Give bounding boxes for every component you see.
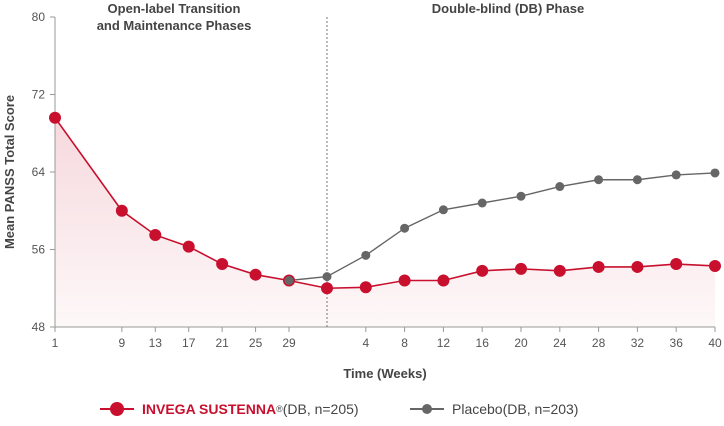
invega-data-point (149, 228, 162, 241)
placebo-data-point (361, 250, 371, 260)
open-label-phase-title: Open-label Transition (108, 1, 241, 16)
x-tick-label: 12 (437, 336, 451, 350)
placebo-data-point (284, 276, 294, 285)
x-tick-label: 25 (249, 336, 263, 350)
x-tick-label: 32 (631, 336, 645, 350)
x-tick-label: 40 (708, 336, 722, 350)
placebo-data-point (555, 182, 565, 192)
legend-invega-registered-mark: ® (276, 404, 283, 414)
invega-data-point (182, 240, 195, 253)
legend-placebo-suffix: (DB, n=203) (502, 401, 579, 417)
y-tick-label: 56 (32, 243, 46, 257)
x-tick-label: 9 (119, 336, 126, 350)
invega-data-point (398, 274, 411, 287)
x-tick-label: 29 (282, 336, 296, 350)
invega-data-point (515, 262, 527, 275)
legend-invega-marker (110, 402, 124, 416)
legend-placebo: Placebo (DB, n=203) (410, 401, 578, 417)
x-tick-label: 13 (149, 336, 163, 350)
invega-data-point (216, 258, 229, 271)
placebo-data-point (438, 205, 448, 215)
y-tick-label: 72 (32, 88, 46, 102)
x-tick-label: 4 (362, 336, 369, 350)
placebo-data-point (516, 191, 526, 201)
x-tick-label: 21 (215, 336, 229, 350)
invega-data-point (437, 274, 450, 287)
placebo-data-point (671, 170, 681, 180)
legend-invega-swatch (100, 402, 134, 416)
legend-placebo-name: Placebo (452, 401, 503, 417)
x-tick-label: 24 (553, 336, 567, 350)
y-tick-label: 48 (32, 320, 46, 334)
legend-invega-suffix: (DB, n=205) (282, 401, 359, 417)
invega-data-point (592, 260, 605, 273)
placebo-data-point (477, 198, 487, 208)
legend-invega-name: INVEGA SUSTENNA (142, 401, 277, 417)
placebo-data-point (710, 168, 720, 178)
x-tick-label: 36 (670, 336, 684, 350)
x-tick-label: 1 (52, 336, 59, 350)
placebo-data-point (400, 223, 410, 233)
placebo-data-point (594, 175, 604, 185)
y-tick-label: 80 (32, 10, 46, 24)
legend-placebo-swatch (410, 404, 444, 414)
legend-invega: INVEGA SUSTENNA ® (DB, n=205) (100, 401, 359, 417)
x-tick-label: 20 (514, 336, 528, 350)
invega-data-point (631, 260, 644, 273)
open-label-phase-title: and Maintenance Phases (97, 18, 252, 33)
y-tick-label: 64 (32, 165, 46, 179)
invega-data-point (359, 281, 372, 294)
placebo-data-point (632, 175, 642, 185)
invega-data-point (115, 204, 128, 217)
placebo-data-point (322, 272, 332, 282)
invega-data-point (553, 264, 566, 277)
x-tick-label: 28 (592, 336, 606, 350)
x-axis-title: Time (Weeks) (343, 366, 426, 381)
invega-area-fill (55, 117, 715, 327)
double-blind-phase-title: Double-blind (DB) Phase (432, 1, 584, 16)
invega-data-point (476, 264, 489, 277)
y-axis-title: Mean PANSS Total Score (2, 95, 17, 249)
placebo-series-line (288, 172, 716, 282)
invega-data-point (249, 268, 262, 281)
x-tick-label: 8 (401, 336, 408, 350)
x-tick-label: 17 (182, 336, 196, 350)
invega-data-point (670, 258, 683, 271)
invega-data-point (49, 111, 61, 124)
legend-placebo-marker (422, 404, 432, 414)
x-tick-label: 16 (476, 336, 490, 350)
invega-data-point (321, 282, 333, 295)
invega-data-point (709, 259, 721, 272)
